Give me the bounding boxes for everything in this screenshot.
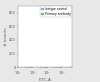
- X-axis label: FITC-A: FITC-A: [39, 77, 51, 82]
- Polygon shape: [3, 19, 13, 67]
- Legend: Isotype control, Primary antibody: Isotype control, Primary antibody: [40, 6, 71, 17]
- Y-axis label: # events: # events: [4, 27, 8, 46]
- Polygon shape: [3, 27, 13, 67]
